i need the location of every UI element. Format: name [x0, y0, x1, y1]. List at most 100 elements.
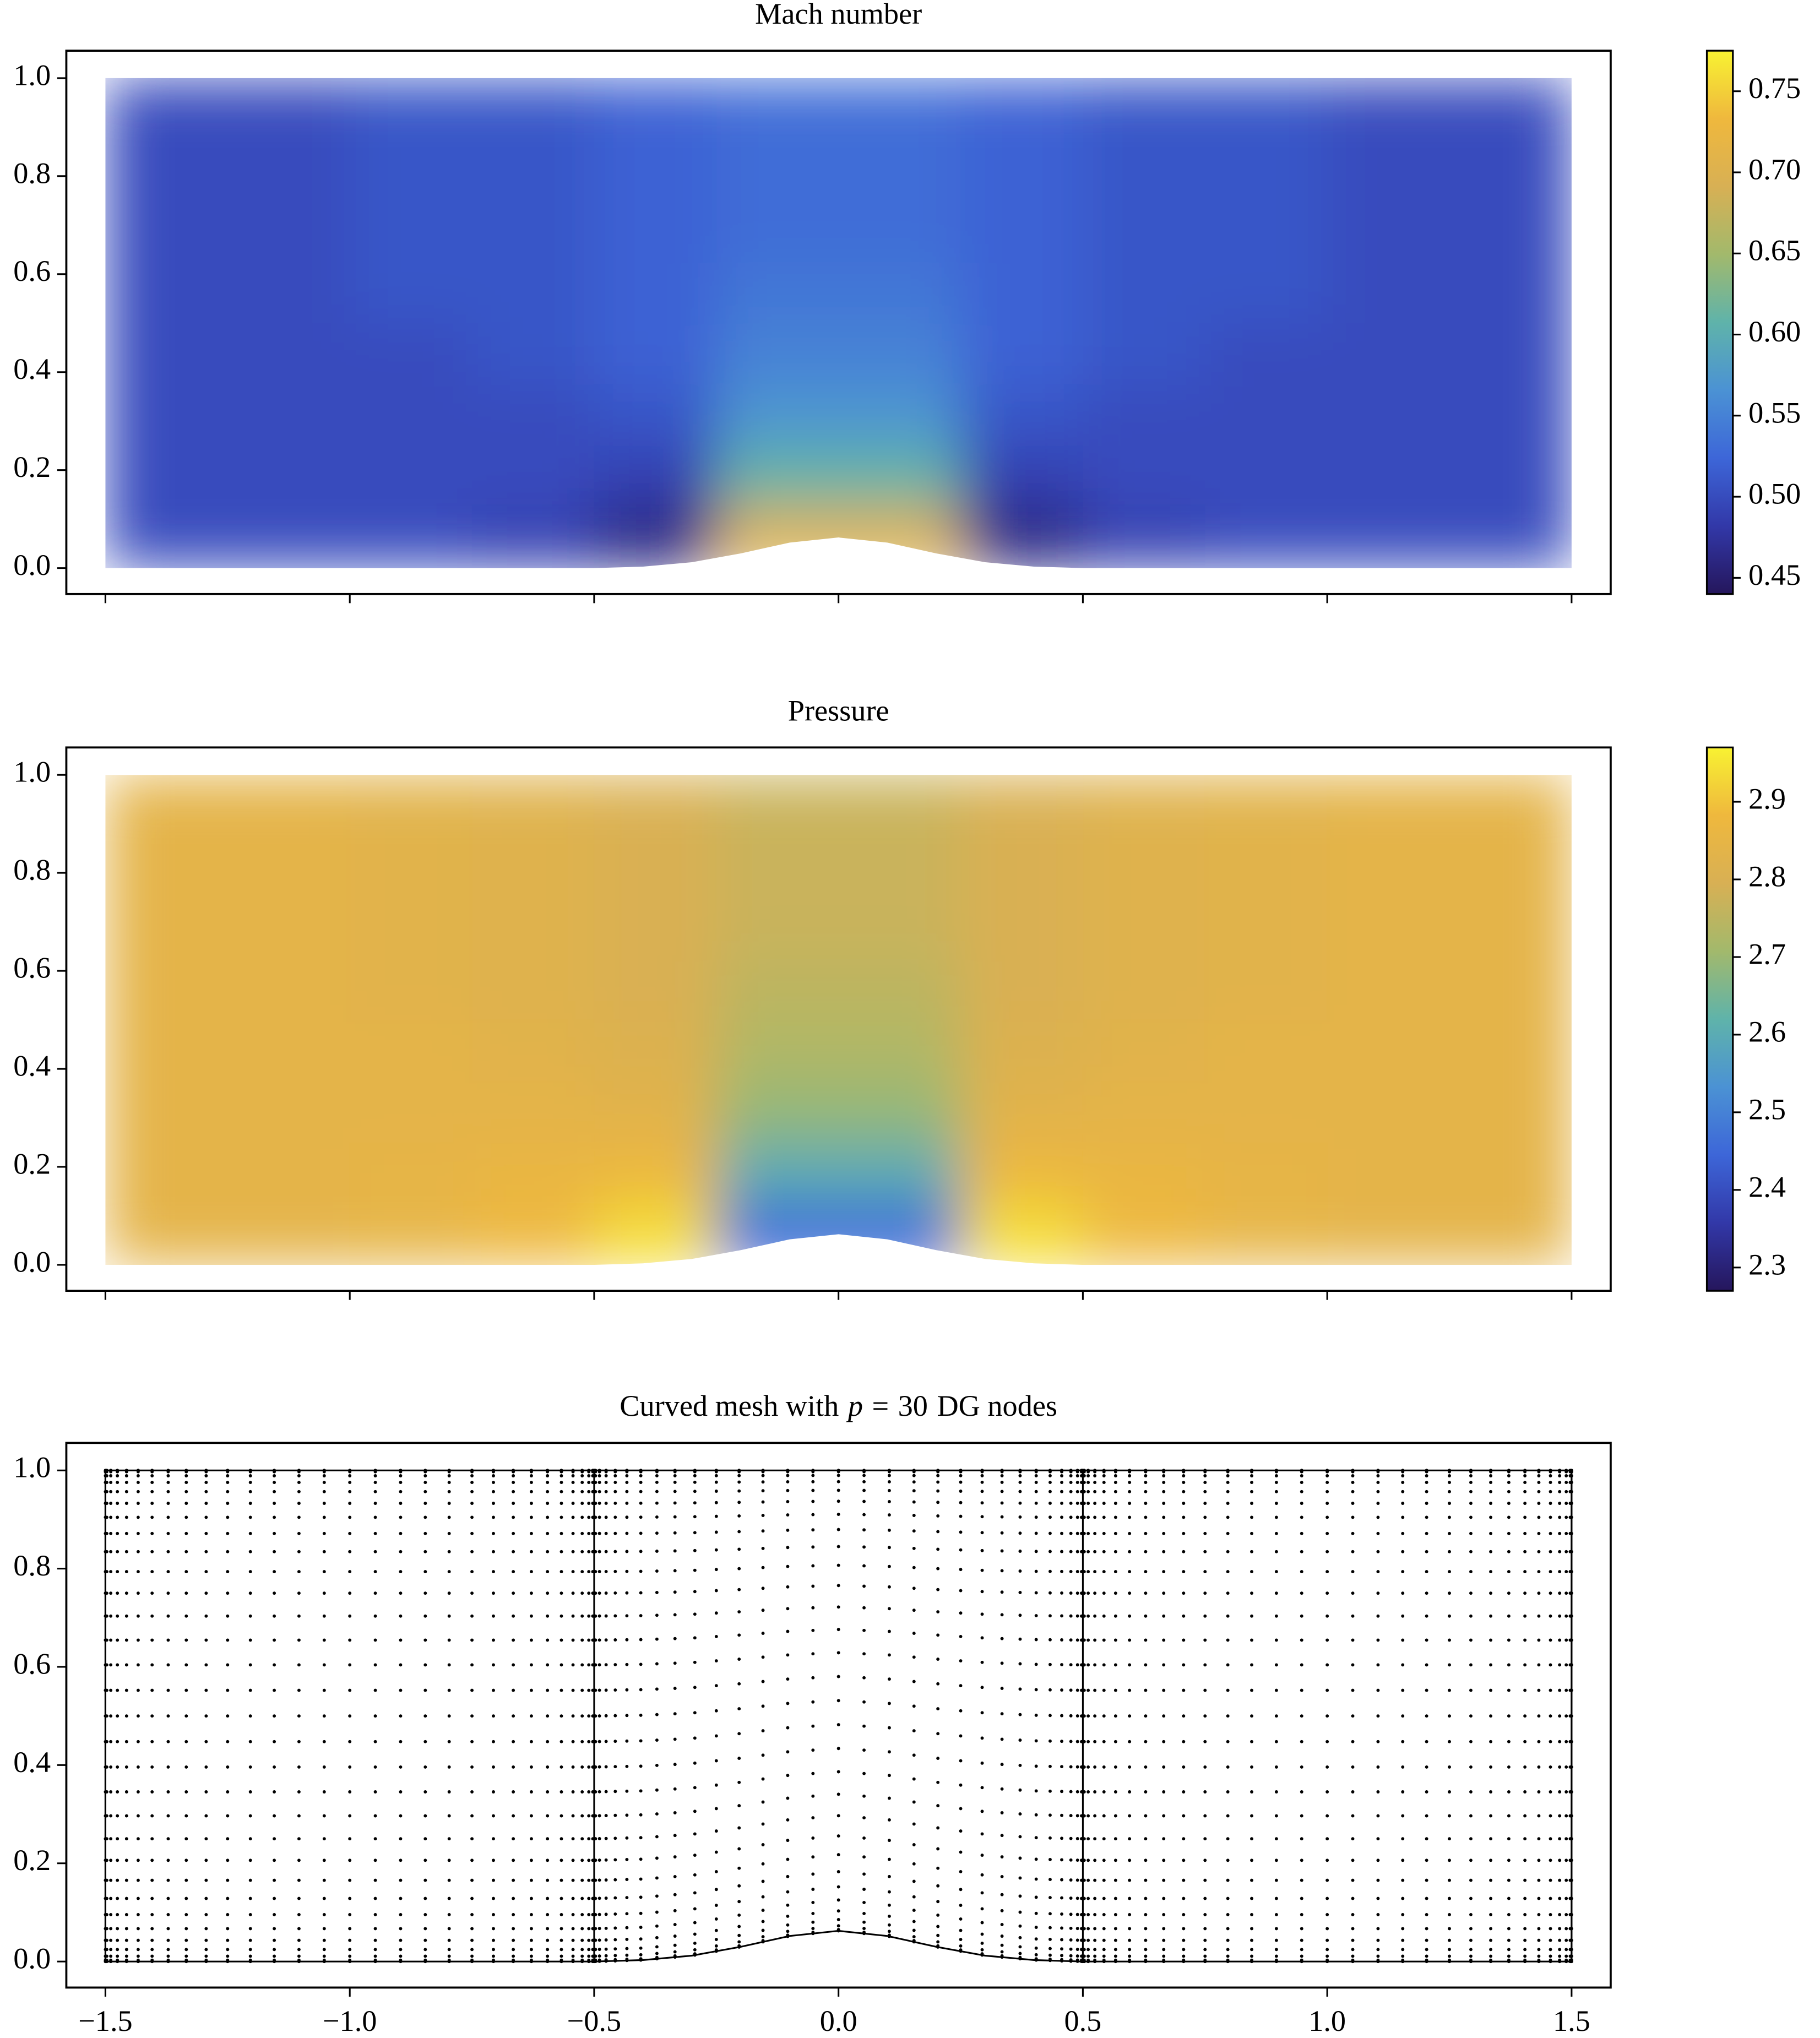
node: [1182, 1913, 1186, 1916]
field-cell: [472, 775, 595, 837]
node: [625, 1714, 629, 1718]
node: [936, 1707, 940, 1711]
node: [1203, 1570, 1207, 1574]
node: [737, 1900, 741, 1904]
node: [1489, 1481, 1493, 1485]
node: [1086, 1837, 1090, 1841]
node: [980, 1501, 984, 1505]
node: [1274, 1638, 1278, 1642]
node: [1069, 1765, 1073, 1769]
field-cell: [350, 1020, 473, 1082]
node: [150, 1663, 154, 1667]
node: [1069, 1878, 1073, 1882]
node: [1102, 1948, 1106, 1952]
node: [936, 1866, 940, 1870]
node: [887, 1915, 891, 1918]
node: [116, 1878, 119, 1882]
node: [1226, 1913, 1230, 1916]
node: [529, 1765, 533, 1769]
node: [673, 1474, 677, 1477]
node: [655, 1591, 659, 1594]
field-cell: [1083, 836, 1206, 898]
node: [1144, 1688, 1148, 1692]
node: [109, 1714, 113, 1718]
node: [1060, 1954, 1063, 1958]
node: [1000, 1811, 1004, 1814]
node: [166, 1765, 170, 1769]
node: [322, 1502, 326, 1505]
node: [1274, 1858, 1278, 1862]
node: [348, 1474, 352, 1477]
node: [693, 1809, 697, 1813]
node: [297, 1954, 301, 1958]
node: [1250, 1591, 1253, 1595]
node: [297, 1858, 301, 1862]
node: [1300, 1814, 1303, 1818]
node: [1069, 1490, 1073, 1493]
node: [655, 1687, 659, 1691]
node: [811, 1748, 815, 1752]
node: [470, 1740, 474, 1743]
node: [1489, 1591, 1493, 1595]
node: [1523, 1790, 1527, 1794]
field-cell: [594, 836, 717, 898]
node: [124, 1714, 128, 1718]
node: [936, 1530, 940, 1534]
node: [580, 1481, 584, 1485]
node: [184, 1474, 188, 1477]
x-tick-label: 1.0: [1308, 2004, 1346, 2037]
node: [1401, 1938, 1405, 1942]
node: [1376, 1948, 1380, 1952]
field-cell: [960, 1142, 1084, 1204]
node: [571, 1765, 575, 1769]
node: [1549, 1896, 1552, 1900]
node: [492, 1913, 495, 1916]
node: [571, 1663, 575, 1667]
node: [1469, 1515, 1473, 1519]
node: [761, 1800, 765, 1804]
node: [597, 1550, 601, 1553]
node: [761, 1920, 765, 1923]
node: [492, 1814, 495, 1818]
node: [1523, 1490, 1527, 1493]
node: [184, 1663, 188, 1667]
node: [559, 1490, 563, 1493]
node: [714, 1490, 718, 1493]
x-tick-label: 1.5: [1553, 2004, 1590, 2037]
node: [673, 1923, 677, 1926]
node: [714, 1709, 718, 1713]
node: [226, 1896, 230, 1900]
node: [1182, 1927, 1186, 1931]
node: [580, 1837, 584, 1841]
node: [1250, 1837, 1253, 1841]
node: [912, 1489, 916, 1493]
field-cell: [472, 262, 595, 324]
node: [673, 1737, 677, 1741]
node: [737, 1501, 741, 1504]
node: [373, 1481, 377, 1485]
node: [1128, 1688, 1132, 1692]
node: [1489, 1688, 1493, 1692]
node: [587, 1663, 591, 1667]
node: [1425, 1614, 1428, 1618]
node: [587, 1765, 591, 1769]
node: [322, 1591, 326, 1595]
field-cell: [227, 139, 351, 202]
node: [322, 1790, 326, 1794]
node: [786, 1499, 790, 1503]
node: [1086, 1878, 1090, 1882]
node: [1086, 1938, 1090, 1942]
node: [1507, 1913, 1511, 1916]
node: [423, 1927, 427, 1931]
node: [1048, 1789, 1052, 1793]
node: [1325, 1913, 1329, 1916]
node: [1564, 1474, 1568, 1477]
node: [116, 1896, 119, 1900]
node: [1489, 1570, 1493, 1574]
node: [512, 1688, 515, 1692]
node: [1144, 1948, 1148, 1952]
node: [1507, 1896, 1511, 1900]
node: [959, 1589, 963, 1593]
node: [1162, 1740, 1166, 1743]
node: [613, 1714, 617, 1718]
